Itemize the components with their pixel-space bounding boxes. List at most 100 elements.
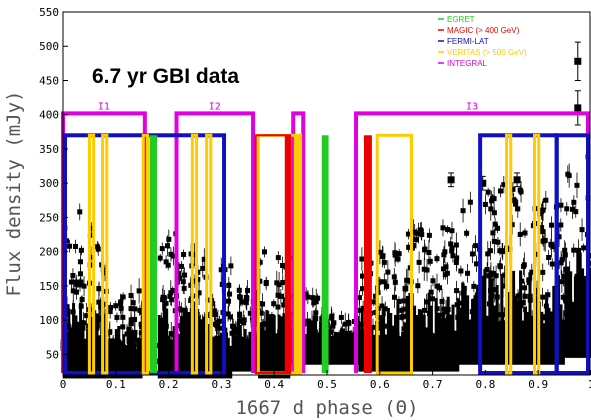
outlier-point xyxy=(574,104,582,112)
data-point xyxy=(426,232,432,238)
data-point xyxy=(522,285,528,291)
data-point xyxy=(492,221,498,227)
data-point xyxy=(450,253,456,259)
data-point xyxy=(442,272,448,278)
data-point xyxy=(305,318,311,324)
data-point xyxy=(107,329,113,335)
data-point-cluster xyxy=(83,338,87,379)
data-point xyxy=(438,312,444,318)
data-point-cluster xyxy=(372,334,376,372)
data-point xyxy=(502,272,508,278)
x-tick-label: 0.2 xyxy=(159,378,179,391)
data-point xyxy=(421,266,427,272)
data-point xyxy=(492,287,498,293)
data-point xyxy=(453,242,459,248)
data-point-cluster xyxy=(449,314,453,372)
data-point xyxy=(458,268,464,274)
data-point-cluster xyxy=(229,345,233,379)
data-point xyxy=(275,304,281,310)
data-point xyxy=(543,197,549,203)
data-point xyxy=(426,250,432,256)
data-point-cluster xyxy=(182,308,186,379)
data-point-cluster xyxy=(468,319,472,365)
integral-interval-label: I3 xyxy=(466,101,478,112)
data-point-cluster xyxy=(547,307,551,365)
data-point xyxy=(120,294,126,300)
data-point xyxy=(163,300,169,306)
data-point xyxy=(136,288,142,294)
data-point xyxy=(551,244,557,250)
data-point xyxy=(546,255,552,261)
data-point-cluster xyxy=(231,328,235,372)
data-point xyxy=(201,256,207,262)
data-point xyxy=(518,189,524,195)
data-point-cluster xyxy=(500,273,504,365)
x-tick-label: 0.5 xyxy=(317,378,337,391)
data-point-cluster xyxy=(157,315,161,379)
data-point xyxy=(422,307,428,313)
data-point xyxy=(167,293,173,299)
data-point-cluster xyxy=(441,311,445,372)
data-point xyxy=(424,299,430,305)
data-point-cluster xyxy=(451,304,455,372)
data-point-cluster xyxy=(564,266,568,358)
data-point xyxy=(181,285,187,291)
data-point xyxy=(236,287,242,293)
data-point xyxy=(571,199,577,205)
data-point-cluster xyxy=(311,325,315,365)
data-point-cluster xyxy=(535,296,539,365)
data-point xyxy=(434,283,440,289)
data-point-cluster xyxy=(277,314,281,379)
data-point-cluster xyxy=(95,313,99,379)
data-point xyxy=(360,305,366,311)
data-point xyxy=(70,288,76,294)
data-point xyxy=(258,310,264,316)
data-point-cluster xyxy=(377,335,381,372)
data-point xyxy=(330,323,336,329)
data-point xyxy=(558,202,564,208)
data-point xyxy=(501,182,507,188)
data-point-cluster xyxy=(267,315,271,379)
data-point xyxy=(515,293,521,299)
data-point-cluster xyxy=(127,333,131,379)
data-point xyxy=(120,314,126,320)
data-point xyxy=(457,300,463,306)
data-point-cluster xyxy=(134,349,138,379)
data-point xyxy=(434,256,440,262)
data-point xyxy=(402,285,408,291)
data-point xyxy=(134,337,140,343)
data-point-cluster xyxy=(336,332,340,365)
data-point-cluster xyxy=(79,302,83,379)
data-point-cluster xyxy=(216,341,220,379)
data-point xyxy=(565,171,571,177)
data-point xyxy=(178,263,184,269)
data-point-cluster xyxy=(583,275,587,358)
data-point xyxy=(210,301,216,307)
data-point xyxy=(77,282,83,288)
data-point xyxy=(392,250,398,256)
y-tick-label: 100 xyxy=(39,314,59,327)
data-point-cluster xyxy=(413,305,417,372)
data-point xyxy=(310,295,316,301)
data-point xyxy=(113,303,119,309)
data-point-cluster xyxy=(234,342,238,372)
data-point-cluster xyxy=(260,327,264,379)
data-point-cluster xyxy=(72,303,76,379)
data-point xyxy=(181,251,187,257)
data-point-cluster xyxy=(272,315,276,379)
data-point-cluster xyxy=(429,305,433,372)
data-point-cluster xyxy=(199,323,203,379)
data-point xyxy=(427,258,433,264)
data-point-cluster xyxy=(179,315,183,379)
data-point xyxy=(89,225,95,231)
data-point xyxy=(429,296,435,302)
data-point xyxy=(261,249,267,255)
x-tick-label: 0.1 xyxy=(106,378,126,391)
data-point xyxy=(549,222,555,228)
data-point xyxy=(548,241,554,247)
data-point xyxy=(132,306,138,312)
data-point-cluster xyxy=(122,334,126,379)
data-point xyxy=(350,332,356,338)
data-point xyxy=(241,317,247,323)
